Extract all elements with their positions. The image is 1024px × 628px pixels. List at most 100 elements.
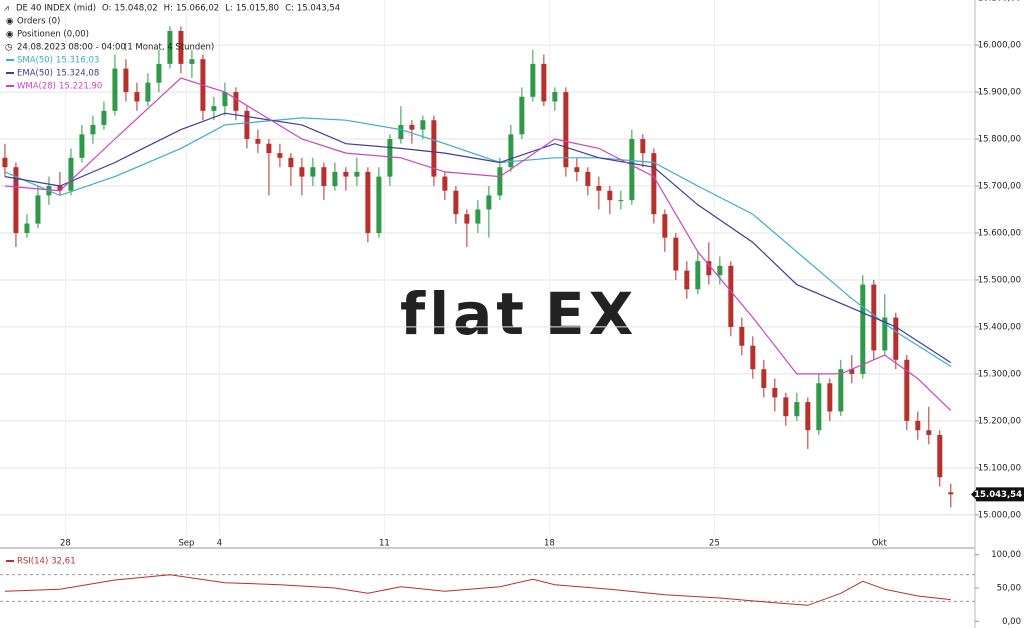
- candle-body: [618, 200, 624, 202]
- x-tick-label: Okt: [872, 539, 888, 549]
- candle-body: [222, 92, 228, 107]
- candle-body: [321, 167, 327, 187]
- candle-body: [2, 157, 8, 168]
- candle-body: [750, 345, 756, 370]
- plot: [0, 0, 975, 606]
- candle-body: [57, 186, 63, 191]
- candle-body: [596, 186, 602, 191]
- candle-body: [343, 171, 349, 177]
- candle-body: [123, 68, 129, 93]
- candle-body: [365, 171, 371, 233]
- price-tag-label: 15.043,54: [974, 490, 1022, 500]
- y-tick-label: 100,00: [991, 550, 1021, 560]
- candle-body: [255, 139, 261, 144]
- candle-body: [299, 167, 305, 177]
- candle-body: [145, 82, 151, 102]
- candle-body: [486, 195, 492, 210]
- candle-body: [937, 434, 943, 478]
- candle-body: [101, 110, 107, 125]
- candle-body: [706, 261, 712, 276]
- legend-value: 15.324,08: [56, 69, 99, 79]
- candle-body: [134, 92, 140, 102]
- candle-body: [398, 124, 404, 140]
- icon: ◉: [6, 17, 13, 27]
- candle-body: [739, 326, 745, 346]
- price-tag: [976, 487, 1024, 502]
- candle-body: [409, 124, 415, 130]
- candle-body: [508, 134, 514, 168]
- candle-body: [178, 31, 184, 64]
- y-tick-label: 16.000,00: [978, 41, 1021, 51]
- y-tick-label: 16.100,00: [978, 0, 1021, 4]
- x-tick-label: 4: [217, 539, 222, 549]
- candle-body: [849, 369, 855, 374]
- legend-value: 32,61: [51, 557, 75, 567]
- candle-body: [805, 402, 811, 431]
- candle-body: [838, 369, 844, 412]
- candle-body: [79, 134, 85, 158]
- ohlc-name: O:: [102, 4, 111, 14]
- candle-body: [519, 96, 525, 135]
- ohlc-name: L:: [225, 4, 233, 14]
- candle-body: [893, 317, 899, 360]
- ohlc-value: 15.066,02: [176, 4, 219, 14]
- date-range: 24.08.2023 08:00 - 04:00: [17, 43, 126, 53]
- x-tick-label: Sep: [178, 539, 194, 549]
- period: (1 Monat, 4 Stunden): [124, 43, 214, 53]
- candle-body: [189, 59, 195, 64]
- y-tick-label: 15.700,00: [978, 182, 1021, 192]
- legend-label: SMA(50): [17, 56, 53, 66]
- candle-body: [354, 171, 360, 177]
- candle-body: [926, 430, 932, 435]
- indicator-line: [4, 112, 952, 364]
- candle-body: [442, 176, 448, 191]
- candle-body: [651, 153, 657, 215]
- candle-body: [167, 31, 173, 64]
- candle-body: [475, 209, 481, 224]
- ohlc-value: 15.048,02: [114, 4, 157, 14]
- positions: Positionen (0,00): [17, 30, 89, 40]
- legend-label: RSI(14): [17, 557, 48, 567]
- ohlc-name: H:: [164, 4, 173, 14]
- indicator-line: [4, 77, 952, 412]
- candle-body: [904, 359, 910, 421]
- candle-body: [860, 284, 866, 374]
- x-tick-label: 18: [544, 539, 555, 549]
- candle-body: [684, 270, 690, 290]
- legend-label: EMA(50): [17, 69, 53, 79]
- candle-body: [640, 139, 646, 154]
- y-tick-label: 15.100,00: [978, 463, 1021, 473]
- ohlc-value: 15.043,54: [297, 4, 340, 14]
- candle-body: [310, 167, 316, 177]
- candle-body: [816, 383, 822, 431]
- candle-body: [431, 120, 437, 177]
- candle-body: [244, 110, 250, 140]
- candle-body: [277, 153, 283, 158]
- candle-body: [35, 195, 41, 224]
- legend-label: WMA(28): [17, 82, 56, 92]
- candle-body: [717, 265, 723, 276]
- icon: ◉: [6, 30, 13, 40]
- x-tick-label: 28: [60, 539, 71, 549]
- legend-value: 15.221,90: [59, 82, 102, 92]
- y-tick-label: 15.800,00: [978, 135, 1021, 145]
- candle-body: [420, 120, 426, 130]
- candle-body: [266, 143, 272, 154]
- candle-body: [728, 265, 734, 327]
- candle-body: [695, 261, 701, 290]
- candle-body: [563, 92, 569, 168]
- ohlc-value: 15.015,80: [236, 4, 279, 14]
- orders: Orders (0): [17, 17, 60, 27]
- icon: ◷: [5, 43, 13, 53]
- y-tick-label: 15.400,00: [978, 322, 1021, 332]
- candle-body: [464, 214, 470, 224]
- candle-body: [112, 68, 118, 111]
- candle-body: [376, 176, 382, 233]
- y-tick-label: 15.600,00: [978, 228, 1021, 238]
- y-tick-label: 15.500,00: [978, 275, 1021, 285]
- candle-body: [915, 420, 921, 431]
- x-tick-label: 11: [379, 539, 390, 549]
- candle-body: [211, 106, 217, 111]
